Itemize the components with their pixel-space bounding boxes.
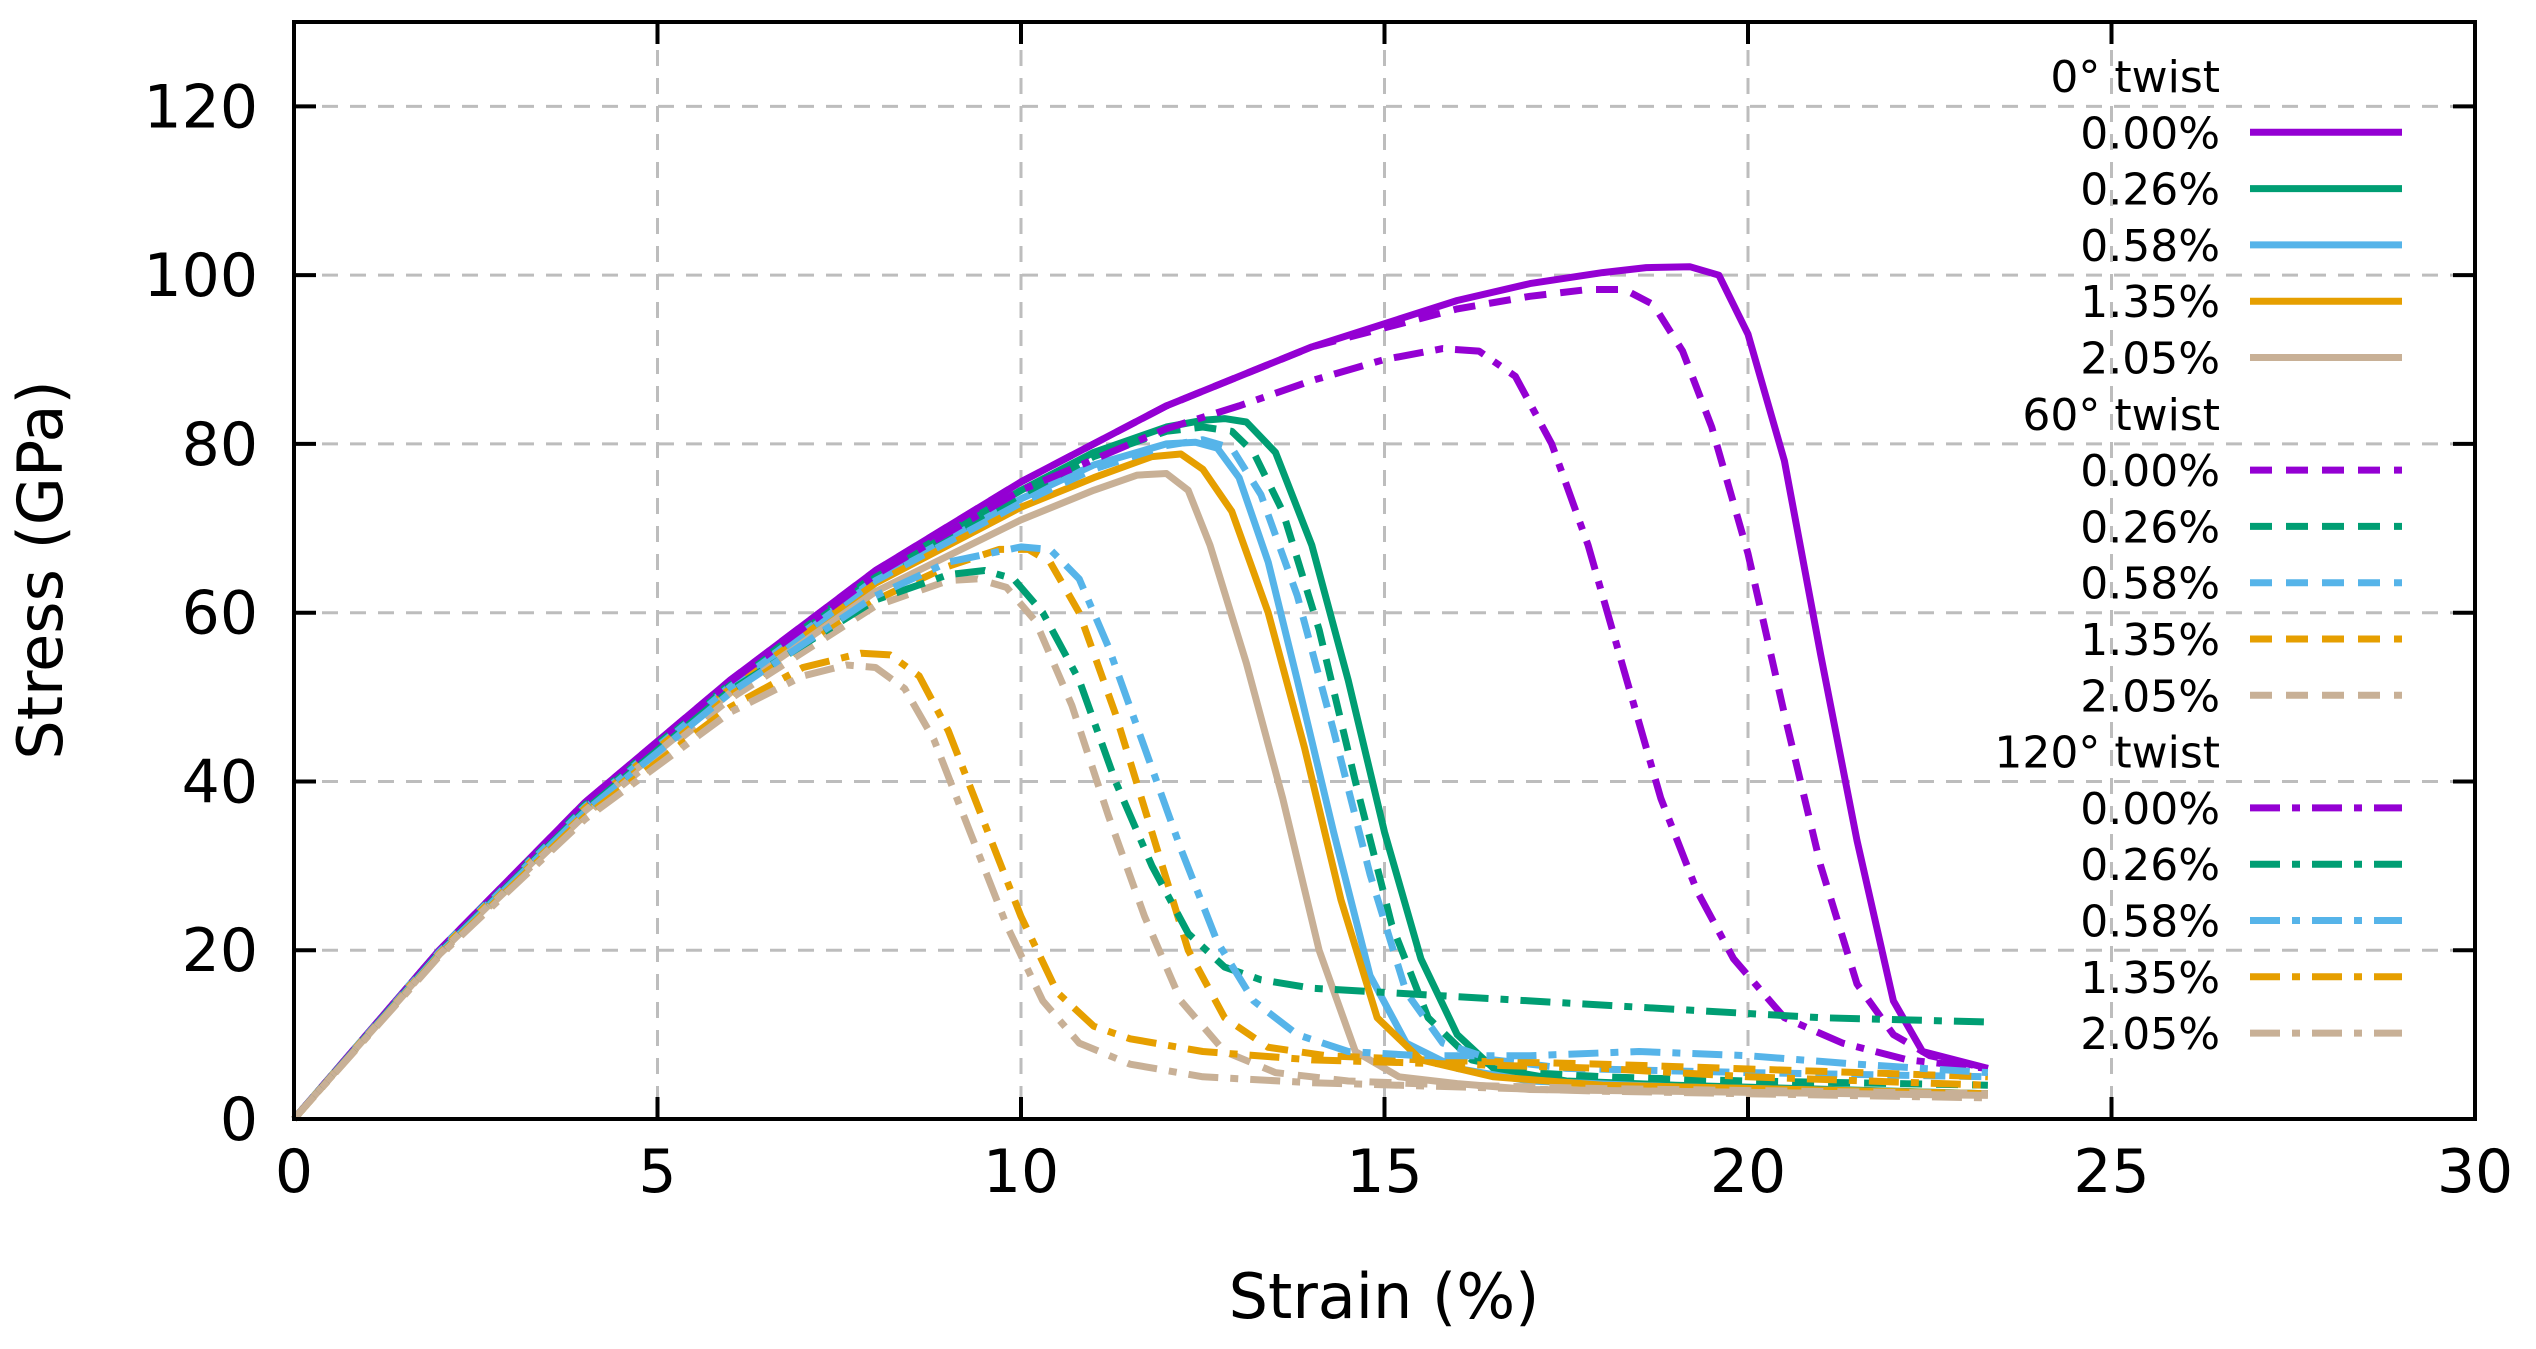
x-tick-label: 20 — [1710, 1137, 1786, 1207]
series-line-dashdot-0-00pct — [291, 345, 1989, 1122]
legend-group-title: 120° twist — [1994, 728, 2220, 779]
legend-entry-label: 0.58% — [2080, 559, 2220, 610]
legend-entry-label: 0.58% — [2080, 897, 2220, 948]
series-line-solid-2-05pct — [291, 470, 1988, 1122]
legend-entry-label: 0.00% — [2080, 446, 2220, 497]
series-line-dashed-2-05pct — [291, 575, 1988, 1122]
series-line-dashed-0-58pct — [291, 436, 1988, 1122]
x-tick-label: 30 — [2437, 1137, 2513, 1207]
legend-entry-label: 2.05% — [2080, 671, 2220, 722]
grid — [294, 22, 2475, 1119]
x-tick-label: 0 — [275, 1137, 313, 1207]
y-tick-label: 100 — [143, 241, 258, 311]
x-tick-label: 15 — [1346, 1137, 1422, 1207]
legend-entry-label: 0.26% — [2080, 502, 2220, 553]
y-tick-label: 80 — [182, 410, 258, 480]
y-tick-label: 40 — [182, 747, 258, 817]
legend-entry-label: 0.26% — [2080, 840, 2220, 891]
y-axis-title: Stress (GPa) — [4, 380, 77, 759]
series-line-dashdot-0-58pct — [291, 543, 1989, 1122]
legend-group-title: 0° twist — [2050, 52, 2220, 103]
x-tick-label: 10 — [983, 1137, 1059, 1207]
series-line-solid-1-35pct — [291, 450, 1988, 1122]
legend-entry-label: 1.35% — [2080, 615, 2220, 666]
axis-ticks: 0 5 10 15 20 25 30 0 20 40 60 80 100 120 — [143, 22, 2513, 1207]
y-tick-label: 0 — [220, 1085, 258, 1155]
series-line-dashed-0-00pct — [291, 286, 1989, 1122]
series-line-dashdot-1-35pct — [291, 649, 1989, 1122]
series-line-solid-0-00pct — [291, 263, 1989, 1122]
y-tick-label: 120 — [143, 72, 258, 142]
series-line-dashdot-2-05pct — [291, 661, 1988, 1122]
x-tick-label: 5 — [638, 1137, 676, 1207]
legend-entry-label: 2.05% — [2080, 334, 2220, 385]
legend-entry-label: 0.00% — [2080, 784, 2220, 835]
y-tick-label: 60 — [182, 579, 258, 649]
x-axis-title: Strain (%) — [1229, 1260, 1540, 1333]
legend-entry-label: 0.58% — [2080, 221, 2220, 272]
y-tick-label: 20 — [182, 916, 258, 986]
legend-entry-label: 0.00% — [2080, 108, 2220, 159]
legend-entry-label: 2.05% — [2080, 1009, 2220, 1060]
x-tick-label: 25 — [2073, 1137, 2149, 1207]
legend-entry-label: 1.35% — [2080, 953, 2220, 1004]
legend-entry-label: 1.35% — [2080, 277, 2220, 328]
legend-entry-label: 0.26% — [2080, 165, 2220, 216]
series-line-dashed-1-35pct — [291, 545, 1989, 1122]
legend-group-title: 60° twist — [2022, 390, 2220, 441]
series-layer — [291, 263, 1989, 1122]
